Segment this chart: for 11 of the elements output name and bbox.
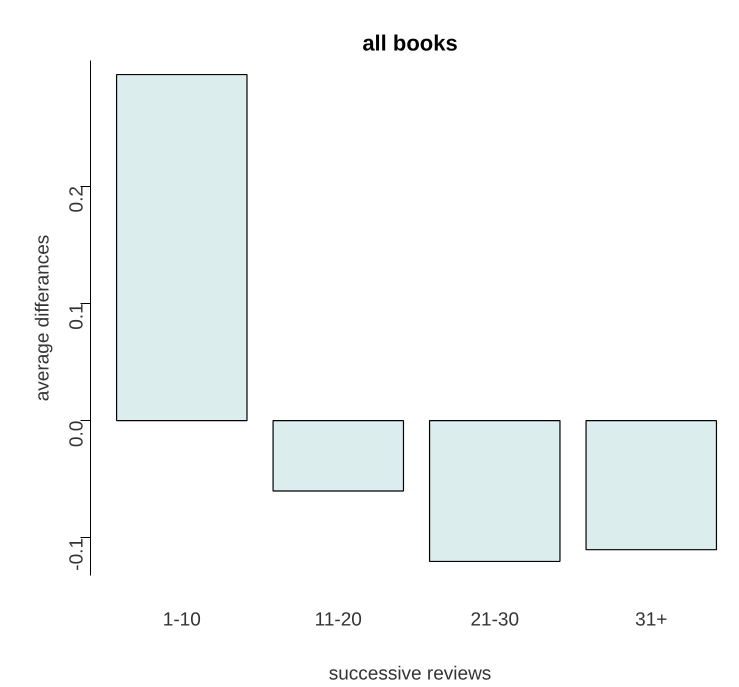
y-axis-title: average differances [32, 234, 54, 402]
y-tick-label: 0.1 [66, 303, 88, 330]
y-tick-label: -0.1 [66, 538, 88, 571]
x-tick-label: 31+ [635, 610, 668, 630]
y-tick-label: 0.0 [66, 420, 88, 448]
x-tick-label: 1-10 [162, 610, 201, 630]
x-tick-label: 21-30 [470, 610, 520, 630]
y-tick-label: 0.2 [66, 186, 88, 212]
x-axis-title: successive reviews [328, 664, 492, 684]
chart-title: all books [362, 30, 458, 56]
x-tick-label: 11-20 [314, 610, 362, 630]
